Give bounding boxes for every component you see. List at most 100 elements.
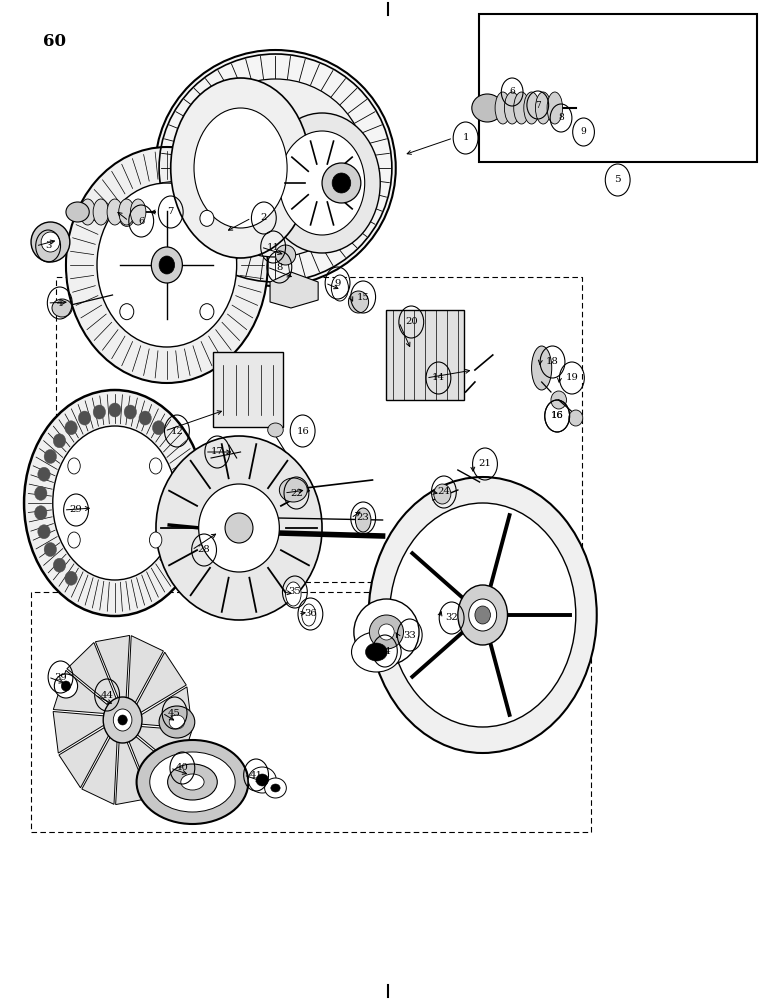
Ellipse shape xyxy=(35,486,47,500)
Polygon shape xyxy=(128,636,164,705)
Text: 24: 24 xyxy=(438,488,450,496)
Ellipse shape xyxy=(139,411,151,425)
Text: 8: 8 xyxy=(558,113,564,122)
Text: 11: 11 xyxy=(267,242,279,251)
Text: 33: 33 xyxy=(404,631,416,640)
Ellipse shape xyxy=(151,247,182,283)
Text: 8: 8 xyxy=(276,262,282,271)
Polygon shape xyxy=(270,272,318,308)
Ellipse shape xyxy=(194,108,287,228)
Ellipse shape xyxy=(156,436,322,620)
Ellipse shape xyxy=(171,78,310,258)
Text: 3: 3 xyxy=(45,241,51,250)
Ellipse shape xyxy=(504,92,520,124)
Ellipse shape xyxy=(54,434,66,448)
Text: 18: 18 xyxy=(546,358,559,366)
Ellipse shape xyxy=(52,299,72,317)
Ellipse shape xyxy=(93,405,106,419)
Ellipse shape xyxy=(200,304,214,320)
Ellipse shape xyxy=(159,706,195,738)
Ellipse shape xyxy=(130,199,146,225)
Text: 4: 4 xyxy=(57,298,63,308)
Ellipse shape xyxy=(150,752,235,812)
Text: 23: 23 xyxy=(357,514,369,522)
Polygon shape xyxy=(54,670,110,714)
Ellipse shape xyxy=(434,484,451,504)
Polygon shape xyxy=(81,735,117,804)
Ellipse shape xyxy=(54,558,66,572)
Ellipse shape xyxy=(302,604,316,626)
Ellipse shape xyxy=(38,525,50,539)
Ellipse shape xyxy=(390,503,576,727)
Ellipse shape xyxy=(355,508,371,532)
Text: 32: 32 xyxy=(445,613,458,622)
Ellipse shape xyxy=(181,774,204,790)
Ellipse shape xyxy=(119,199,134,225)
Ellipse shape xyxy=(31,222,70,262)
Ellipse shape xyxy=(379,624,394,640)
FancyBboxPatch shape xyxy=(479,14,757,162)
Text: 16: 16 xyxy=(551,412,563,420)
Text: 5: 5 xyxy=(615,176,621,184)
Ellipse shape xyxy=(169,715,185,729)
Ellipse shape xyxy=(352,632,401,672)
Text: 39: 39 xyxy=(54,672,67,682)
Ellipse shape xyxy=(354,599,419,665)
Ellipse shape xyxy=(150,458,162,474)
Ellipse shape xyxy=(332,173,351,193)
Text: 45: 45 xyxy=(168,708,181,718)
Ellipse shape xyxy=(107,199,123,225)
Ellipse shape xyxy=(547,92,563,124)
Text: 22: 22 xyxy=(290,488,303,497)
Ellipse shape xyxy=(551,391,566,409)
Ellipse shape xyxy=(93,199,109,225)
Ellipse shape xyxy=(159,256,175,274)
Ellipse shape xyxy=(80,199,95,225)
Text: 21: 21 xyxy=(479,460,491,468)
Ellipse shape xyxy=(458,585,508,645)
Text: 41: 41 xyxy=(250,770,262,780)
Ellipse shape xyxy=(348,291,369,313)
FancyBboxPatch shape xyxy=(386,310,464,400)
Ellipse shape xyxy=(54,674,78,698)
Ellipse shape xyxy=(24,390,206,616)
Ellipse shape xyxy=(569,410,583,426)
Ellipse shape xyxy=(61,681,71,691)
Ellipse shape xyxy=(118,715,127,725)
Ellipse shape xyxy=(124,405,137,419)
Text: 9: 9 xyxy=(580,127,587,136)
Ellipse shape xyxy=(286,582,301,606)
Ellipse shape xyxy=(331,275,348,301)
Ellipse shape xyxy=(35,506,47,520)
Text: 7: 7 xyxy=(168,208,174,217)
Text: 7: 7 xyxy=(535,101,541,109)
Polygon shape xyxy=(116,740,150,805)
Ellipse shape xyxy=(265,778,286,798)
Ellipse shape xyxy=(168,764,217,800)
Text: 60: 60 xyxy=(43,33,66,50)
Ellipse shape xyxy=(535,92,551,124)
Ellipse shape xyxy=(369,477,597,753)
Polygon shape xyxy=(140,687,192,728)
Text: 34: 34 xyxy=(379,647,391,656)
Ellipse shape xyxy=(97,183,237,347)
Ellipse shape xyxy=(103,697,142,743)
Text: 6: 6 xyxy=(138,217,144,226)
Ellipse shape xyxy=(155,50,396,286)
Polygon shape xyxy=(59,726,110,788)
Text: 44: 44 xyxy=(101,690,113,700)
Ellipse shape xyxy=(495,92,511,124)
Polygon shape xyxy=(135,726,192,770)
Text: 1: 1 xyxy=(462,133,469,142)
Ellipse shape xyxy=(369,615,404,649)
Text: 14: 14 xyxy=(432,373,445,382)
Text: 29: 29 xyxy=(70,506,82,514)
Ellipse shape xyxy=(225,513,253,543)
Ellipse shape xyxy=(66,147,268,383)
Ellipse shape xyxy=(514,92,529,124)
Ellipse shape xyxy=(137,740,248,824)
Ellipse shape xyxy=(475,606,490,624)
Ellipse shape xyxy=(38,467,50,481)
Text: 17: 17 xyxy=(211,448,223,456)
Text: 40: 40 xyxy=(176,764,189,772)
